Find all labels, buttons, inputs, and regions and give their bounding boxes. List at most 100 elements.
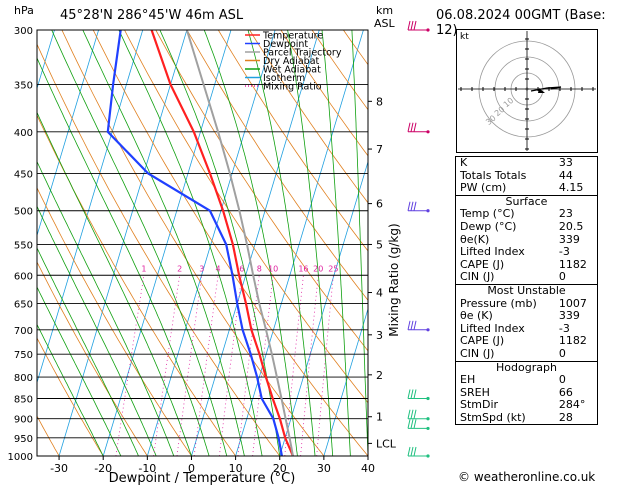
wind-barb [407, 389, 430, 401]
index-value: 28 [558, 410, 573, 424]
km-label: km [376, 4, 394, 17]
legend-entry: Wet Adiabat [263, 65, 321, 76]
temp-tick-label: 20 [273, 462, 287, 475]
surface-row: CIN (J) 0 [456, 270, 598, 284]
index-label: EH [460, 373, 476, 387]
legend-entry: Temperature [262, 31, 323, 42]
index-label: StmSpd (kt) [460, 410, 526, 424]
isotherm-line [37, 30, 144, 384]
index-label: CAPE (J) [460, 257, 505, 271]
dry-adiabat-line [594, 30, 629, 456]
surface-row: Temp (°C) 23 [456, 208, 598, 221]
km-tick-label: 2 [376, 369, 383, 382]
pressure-tick-label: 850 [14, 394, 33, 405]
hpa-label: hPa [14, 4, 34, 17]
mixing-ratio-line [300, 275, 319, 456]
mixing-ratio-label: 20 [313, 264, 323, 273]
y-axis-right-label: Mixing Ratio (g/kg) [387, 223, 401, 336]
mixing-ratio-label: 1 [141, 264, 146, 273]
mixing-ratio-label: 16 [298, 264, 308, 273]
legend-entry: Mixing Ratio [263, 82, 322, 93]
temp-tick-label: -20 [94, 462, 112, 475]
wind-barb [407, 201, 430, 213]
wind-barb [407, 419, 430, 431]
pressure-tick-label: 900 [14, 415, 33, 426]
dry-adiabat-line [37, 114, 236, 456]
index-value: 66 [558, 385, 573, 399]
mixing-ratio-label: 25 [328, 264, 338, 273]
pressure-tick-label: 350 [14, 81, 33, 92]
isotherm-line [146, 30, 276, 456]
dry-adiabat-line [217, 30, 368, 252]
pressure-tick-label: 750 [14, 350, 33, 361]
location-label: 45°28'N 286°45'W 46m ASL [60, 8, 244, 23]
index-row: PW (cm) 4.15 [456, 181, 598, 195]
mixing-ratio-line [153, 275, 181, 456]
index-label: Pressure (mb) [460, 296, 537, 310]
index-value: 1182 [558, 257, 587, 271]
dry-adiabat-line [155, 30, 368, 352]
km-tick-label: 1 [376, 411, 383, 424]
mixing-ratio-label: 10 [268, 264, 278, 273]
mixing-ratio-label: 2 [177, 264, 182, 273]
surface-row: θe(K) 339 [456, 233, 598, 247]
most-unstable-row: θe (K) 339 [456, 310, 598, 323]
index-label: CAPE (J) [460, 334, 505, 348]
km-tick-label: 3 [376, 329, 383, 342]
pressure-tick-label: 550 [14, 240, 33, 251]
surface-row: CAPE (J) 1182 [456, 257, 598, 272]
index-value: 20.5 [558, 219, 584, 233]
temp-tick-label: -10 [138, 462, 156, 475]
wind-barb [407, 409, 430, 421]
pressure-tick-label: 400 [14, 128, 33, 139]
parcel-trajectory [185, 30, 294, 456]
isotherm-line [0, 30, 10, 456]
most-unstable-row: Lifted Index -3 [456, 321, 598, 336]
legend-entry: Parcel Trajectory [263, 48, 342, 59]
most-unstable-row: CIN (J) 0 [456, 346, 598, 361]
mixing-ratio-line [237, 275, 260, 456]
temp-tick-label: 10 [229, 462, 243, 475]
pressure-tick-label: 500 [14, 207, 33, 218]
mixing-ratio-line [176, 275, 203, 456]
index-label: Lifted Index [460, 245, 525, 259]
km-tick-label: 4 [376, 287, 383, 300]
index-value: 4.15 [558, 181, 584, 195]
isotherm-line [323, 307, 368, 456]
temp-tick-label: 40 [361, 462, 375, 475]
mixing-ratio-label: 3 [199, 264, 204, 273]
plot-frame [36, 29, 369, 457]
wind-barb [407, 446, 430, 458]
most-unstable-header: Most Unstable [455, 283, 598, 298]
dry-adiabat-line [37, 43, 281, 456]
mixing-ratio-label: 6 [239, 264, 244, 273]
dry-adiabat-line [186, 30, 368, 301]
datetime-label: 06.08.2024 00GMT (Base: 12) [436, 8, 606, 38]
index-label: SREH [460, 385, 490, 399]
section-title: Surface [455, 194, 598, 209]
index-value: -3 [558, 245, 570, 259]
mixing-ratio-label: 4 [216, 264, 221, 273]
wind-barb [407, 122, 430, 134]
hodograph-row: SREH 66 [456, 385, 598, 400]
mixing-ratio-line [115, 275, 145, 456]
km-tick-label: 8 [376, 95, 383, 108]
index-value: 1007 [558, 296, 587, 310]
copyright: © weatheronline.co.uk [458, 470, 596, 484]
wet-adiabat-line [37, 57, 210, 456]
storm-motion-marker [538, 88, 545, 93]
wet-adiabat-line [37, 323, 104, 456]
hodograph-row: StmDir 284° [456, 399, 598, 412]
index-value: 44 [558, 168, 573, 182]
index-value: 0 [558, 346, 566, 360]
hodograph-unit: kt [460, 32, 469, 42]
index-value: 284° [558, 398, 586, 412]
pressure-tick-label: 950 [14, 434, 33, 445]
hodograph-table-header: Hodograph [455, 360, 598, 375]
index-label: StmDir [460, 398, 499, 412]
pressure-tick-label: 1000 [8, 452, 33, 463]
pressure-tick-label: 300 [14, 26, 33, 37]
temperature-profile [150, 30, 295, 456]
most-unstable-row: CAPE (J) 1182 [456, 335, 598, 348]
index-value: -3 [558, 321, 570, 335]
